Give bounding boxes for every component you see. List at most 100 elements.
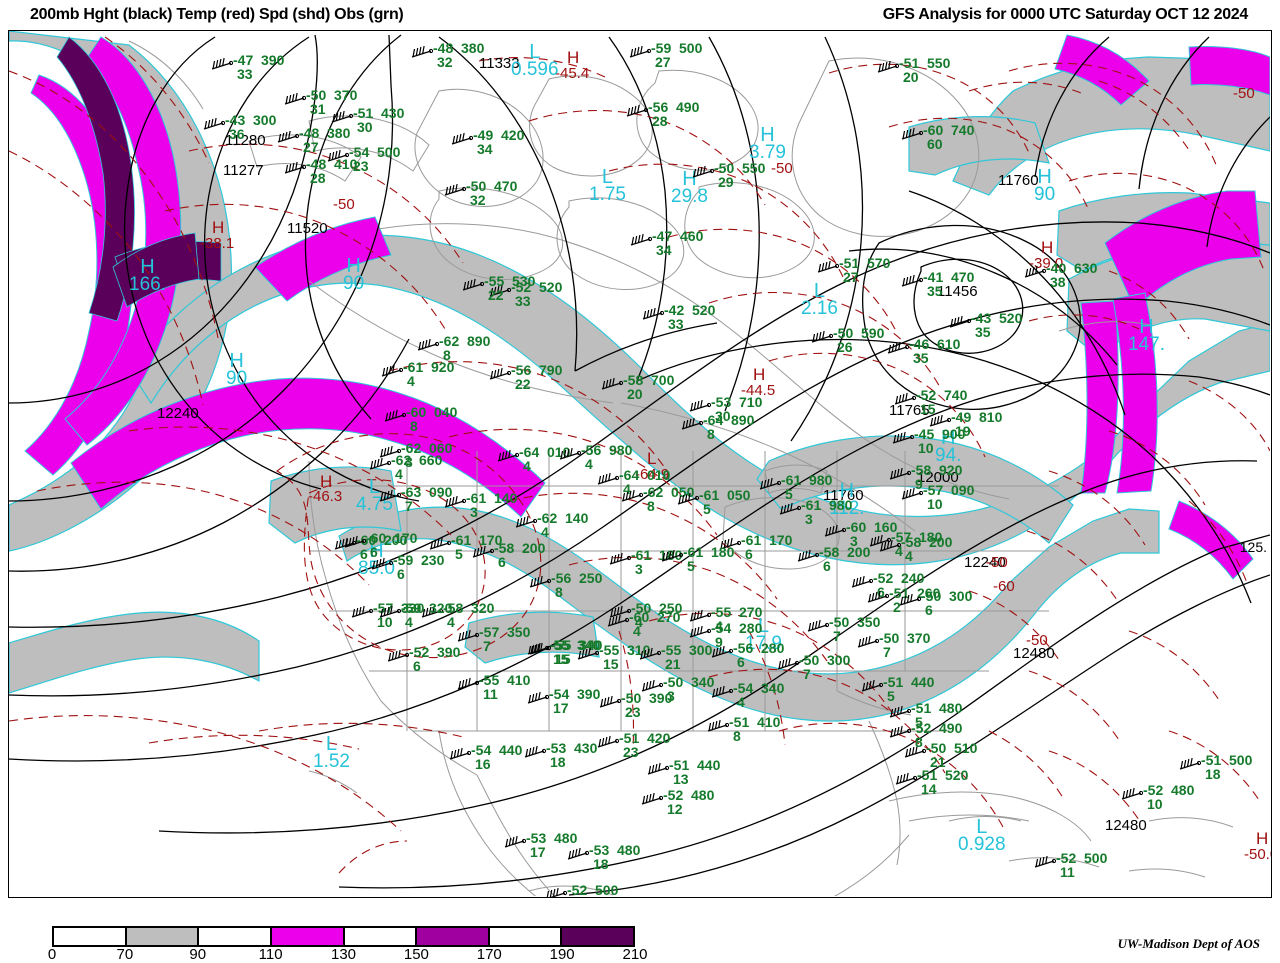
obs-temp-height: -50 370 [306,88,357,102]
obs-temperature: -49 [473,127,494,143]
obs-dewpoint-depression: 6 [413,658,421,674]
obs-temp-height: -42 520 [664,303,715,317]
obs-dewpoint-depression: 6 [877,584,885,600]
wind-barb-icon [1121,787,1144,800]
obs-height: 570 [867,255,891,271]
obs-temperature: -45 [914,426,935,442]
obs-temp-height: -58 200 [901,535,952,549]
temperature-contour-label: -39.0 [1029,255,1064,272]
wind-barb-icon [851,575,874,588]
wind-barb-icon [869,534,892,547]
obs-temperature: -52 [1143,782,1164,798]
obs-height: 370 [334,87,358,103]
obs-temp-height: -50 340 [663,675,714,689]
obs-dewpoint-depression: 9 [715,634,723,650]
obs-temp-height: -52 500 [1056,851,1107,865]
wind-barb-icon [797,549,820,562]
obs-temp-height: -55 340 [551,638,602,652]
obs-temperature: -57 [479,624,500,640]
wind-barb-icon [899,593,922,606]
extremum-value: 29.8 [671,186,708,207]
obs-height: 460 [680,228,704,244]
obs-temp-height: -55 340 [549,638,600,652]
obs-dewpoint-depression: 15 [553,651,569,667]
obs-height: 270 [739,604,763,620]
extremum-value: 1.75 [589,184,626,205]
wind-barb-icon [647,762,670,775]
extremum-value: 3.79 [749,142,786,163]
obs-height: 550 [742,160,766,176]
colorbar-tick: 210 [622,946,648,963]
obs-temperature: -56 [551,570,572,586]
obs-temp-height: -62 660 [391,453,442,467]
obs-dewpoint-depression: 10 [1147,796,1163,812]
obs-dewpoint-depression: 14 [921,781,937,797]
colorbar-cell-0 [54,928,125,945]
obs-height: 470 [951,269,975,285]
obs-temperature: -55 [711,604,732,620]
obs-height: 160 [874,519,898,535]
obs-dewpoint-depression: 5 [687,558,695,574]
map-canvas[interactable]: 11333 11280 11277 11520 12240 11456 11760 11765… [8,30,1272,898]
obs-height: 440 [697,757,721,773]
obs-height: 330 [401,600,425,616]
obs-temperature: -58 [911,462,932,478]
obs-temperature: -58 [819,544,840,560]
obs-temperature: -55 [484,273,505,289]
obs-height: 140 [494,490,518,506]
obs-height: 040 [434,404,458,420]
obs-dewpoint-depression: 13 [673,771,689,787]
wind-barb-icon [641,679,664,692]
obs-temperature: -54 [733,680,754,696]
wind-barb-icon [284,92,307,105]
obs-dewpoint-depression: 6 [498,554,506,570]
isotach-shading-150-170 [56,36,222,322]
temperature-contour-label: -50.0 [1244,846,1271,863]
obs-height: 890 [467,333,491,349]
obs-height: 380 [327,125,351,141]
wind-barb-icon [457,629,480,642]
obs-dewpoint-depression: 20 [903,69,919,85]
obs-temp-height: -60 270 [629,610,680,624]
obs-height: 230 [421,552,445,568]
obs-dewpoint-depression: 35 [913,350,929,366]
wind-barb-icon [692,165,715,178]
obs-height: 250 [659,600,683,616]
obs-dewpoint-depression: 6 [370,544,378,560]
obs-temperature: -53 [589,842,610,858]
obs-temp-height: -55 530 [484,274,535,288]
obs-temp-height: -60 740 [923,123,974,137]
obs-temperature: -50 [663,674,684,690]
obs-dewpoint-depression: 6 [397,566,405,582]
obs-height: 610 [937,336,961,352]
colorbar-cell-6 [487,928,561,945]
obs-dewpoint-depression: 4 [623,481,631,497]
obs-temp-height: -54 500 [349,145,400,159]
wind-barb-icon [527,691,550,704]
obs-dewpoint-depression: 4 [737,694,745,710]
wind-barb-icon [607,614,630,627]
obs-temp-height: -48 380 [299,126,350,140]
obs-temp-height: -48 410 [306,157,357,171]
obs-height: 170 [769,532,793,548]
wind-barb-icon [630,233,653,246]
wind-barb-icon [621,489,644,502]
obs-temp-height: -60 040 [406,405,457,419]
wind-barb-icon [559,447,582,460]
wind-barb-icon [759,477,782,490]
obs-height: 480 [617,842,641,858]
obs-temp-height: -60 170 [366,531,417,545]
obs-temperature: -59 [651,40,672,56]
height-contour-label: 11280 [225,132,266,149]
obs-dewpoint-depression: 28 [652,113,668,129]
wind-barb-icon [444,183,467,196]
obs-height: 900 [942,426,966,442]
obs-dewpoint-depression: 8 [733,728,741,744]
windspeed-extremum-label: L 1.52 [313,734,350,771]
wind-barb-icon [515,515,538,528]
obs-height: 480 [554,830,578,846]
temperature-extremum-marker: H [320,472,333,491]
obs-dewpoint-depression: 19 [955,423,971,439]
obs-height: 010 [647,467,671,483]
obs-dewpoint-depression: 38 [1050,274,1066,290]
